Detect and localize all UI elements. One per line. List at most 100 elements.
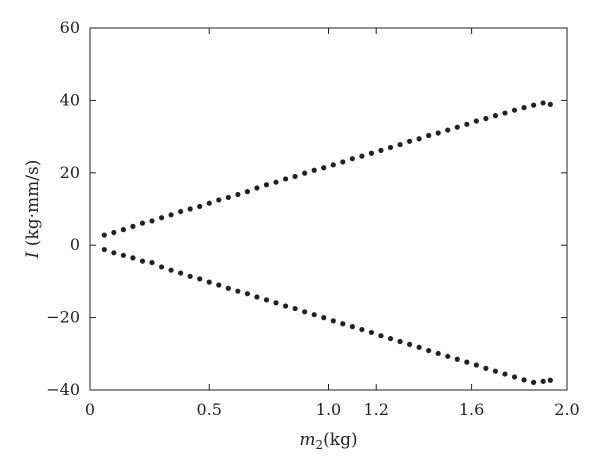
upper-branch-point [387, 144, 394, 151]
upper-branch-point [206, 200, 212, 206]
x-tick-label: 1.0 [316, 400, 341, 419]
lower-branch-point [547, 377, 553, 383]
lower-branch-point [349, 324, 355, 330]
plot-frame [89, 27, 568, 391]
lower-branch-point [206, 279, 212, 285]
upper-branch-point [302, 170, 308, 176]
lower-branch-point [426, 347, 432, 354]
upper-branch-point [216, 197, 222, 203]
upper-branch-point [111, 229, 117, 236]
upper-branch-point [273, 179, 279, 185]
upper-branch-point [178, 208, 184, 215]
lower-branch-point [416, 344, 422, 350]
y-tick-label: −40 [46, 380, 80, 399]
upper-branch-point [368, 150, 375, 156]
upper-branch-point [225, 194, 231, 201]
upper-branch-point [197, 203, 203, 210]
upper-branch-point [445, 127, 451, 133]
lower-branch-point [492, 368, 499, 374]
upper-branch-point [483, 115, 489, 122]
upper-branch-point [168, 212, 174, 218]
lower-branch-point [387, 335, 394, 342]
upper-branch-point [263, 182, 270, 188]
upper-branch-point [235, 191, 241, 198]
upper-branch-point [540, 100, 546, 106]
x-tick-label: 2.0 [554, 400, 579, 419]
lower-branch-point [340, 321, 346, 327]
lower-branch-point [158, 264, 165, 270]
y-axis-label-main: I [23, 251, 43, 259]
lower-branch-point [502, 371, 508, 377]
lower-branch-point [464, 359, 470, 365]
upper-branch-point [492, 113, 499, 119]
lower-branch-point [225, 285, 231, 291]
lower-branch-point [216, 282, 222, 288]
upper-branch-point [406, 138, 413, 144]
lower-branch-point [378, 333, 384, 339]
y-tick-label: 20 [60, 163, 80, 182]
lower-branch-point [197, 276, 203, 282]
upper-branch-point [244, 189, 251, 195]
lower-branch-point [521, 377, 527, 383]
upper-branch-point [158, 215, 165, 221]
upper-branch-point [120, 227, 126, 233]
upper-branch-point [426, 132, 432, 139]
lower-branch-point [435, 350, 441, 357]
upper-branch-point [130, 223, 136, 229]
lower-branch-point [473, 362, 479, 368]
x-tick-label: 0.5 [197, 400, 222, 419]
upper-branch-point [292, 173, 298, 180]
upper-branch-point [359, 153, 365, 159]
lower-branch-point [130, 255, 136, 261]
upper-branch-point [464, 121, 470, 127]
upper-branch-point [101, 232, 107, 238]
lower-branch-point [311, 312, 317, 318]
lower-branch-point [254, 294, 260, 300]
lower-branch-point [359, 326, 365, 333]
upper-branch-point [397, 141, 403, 148]
upper-branch-point [139, 220, 146, 226]
lower-branch-point [454, 356, 460, 362]
upper-branch-point [547, 101, 553, 107]
x-tick-label: 0 [85, 400, 95, 419]
lower-branch-point [540, 378, 546, 384]
x-axis-label-unit: (kg) [323, 430, 357, 450]
lower-branch-point [235, 288, 241, 294]
upper-branch-point [311, 167, 317, 173]
y-tick-label: 60 [60, 18, 80, 37]
upper-branch-point [254, 185, 260, 191]
upper-branch-point [473, 118, 479, 124]
y-axis-label-unit: (kg·mm/s) [23, 160, 43, 252]
data-points [101, 100, 553, 385]
upper-branch-point [330, 162, 336, 168]
lower-branch-point [282, 303, 289, 309]
upper-branch-point [416, 136, 422, 142]
lower-branch-point [244, 291, 251, 297]
upper-branch-point [511, 107, 518, 113]
lower-branch-point [149, 259, 155, 266]
lower-branch-point [531, 379, 537, 385]
upper-branch-point [378, 147, 384, 153]
upper-branch-point [321, 165, 327, 171]
upper-branch-point [521, 105, 527, 111]
upper-branch-point [531, 102, 537, 108]
upper-branch-point [454, 124, 460, 130]
x-tick-label: 1.6 [459, 400, 484, 419]
upper-branch-point [187, 206, 193, 212]
y-axis-label: I (kg·mm/s) [23, 160, 43, 260]
y-tick-label: 0 [70, 235, 80, 254]
lower-branch-point [302, 309, 308, 315]
lower-branch-point [101, 246, 107, 253]
lower-branch-point [139, 258, 146, 264]
lower-branch-point [263, 297, 270, 303]
upper-branch-point [502, 110, 508, 116]
lower-branch-point [273, 300, 279, 306]
lower-branch-point [483, 365, 489, 371]
lower-branch-point [368, 329, 375, 336]
lower-branch-point [168, 267, 174, 273]
lower-branch-point [445, 353, 451, 359]
lower-branch-point [292, 305, 298, 312]
lower-branch-point [120, 252, 126, 258]
lower-branch-point [111, 250, 117, 256]
